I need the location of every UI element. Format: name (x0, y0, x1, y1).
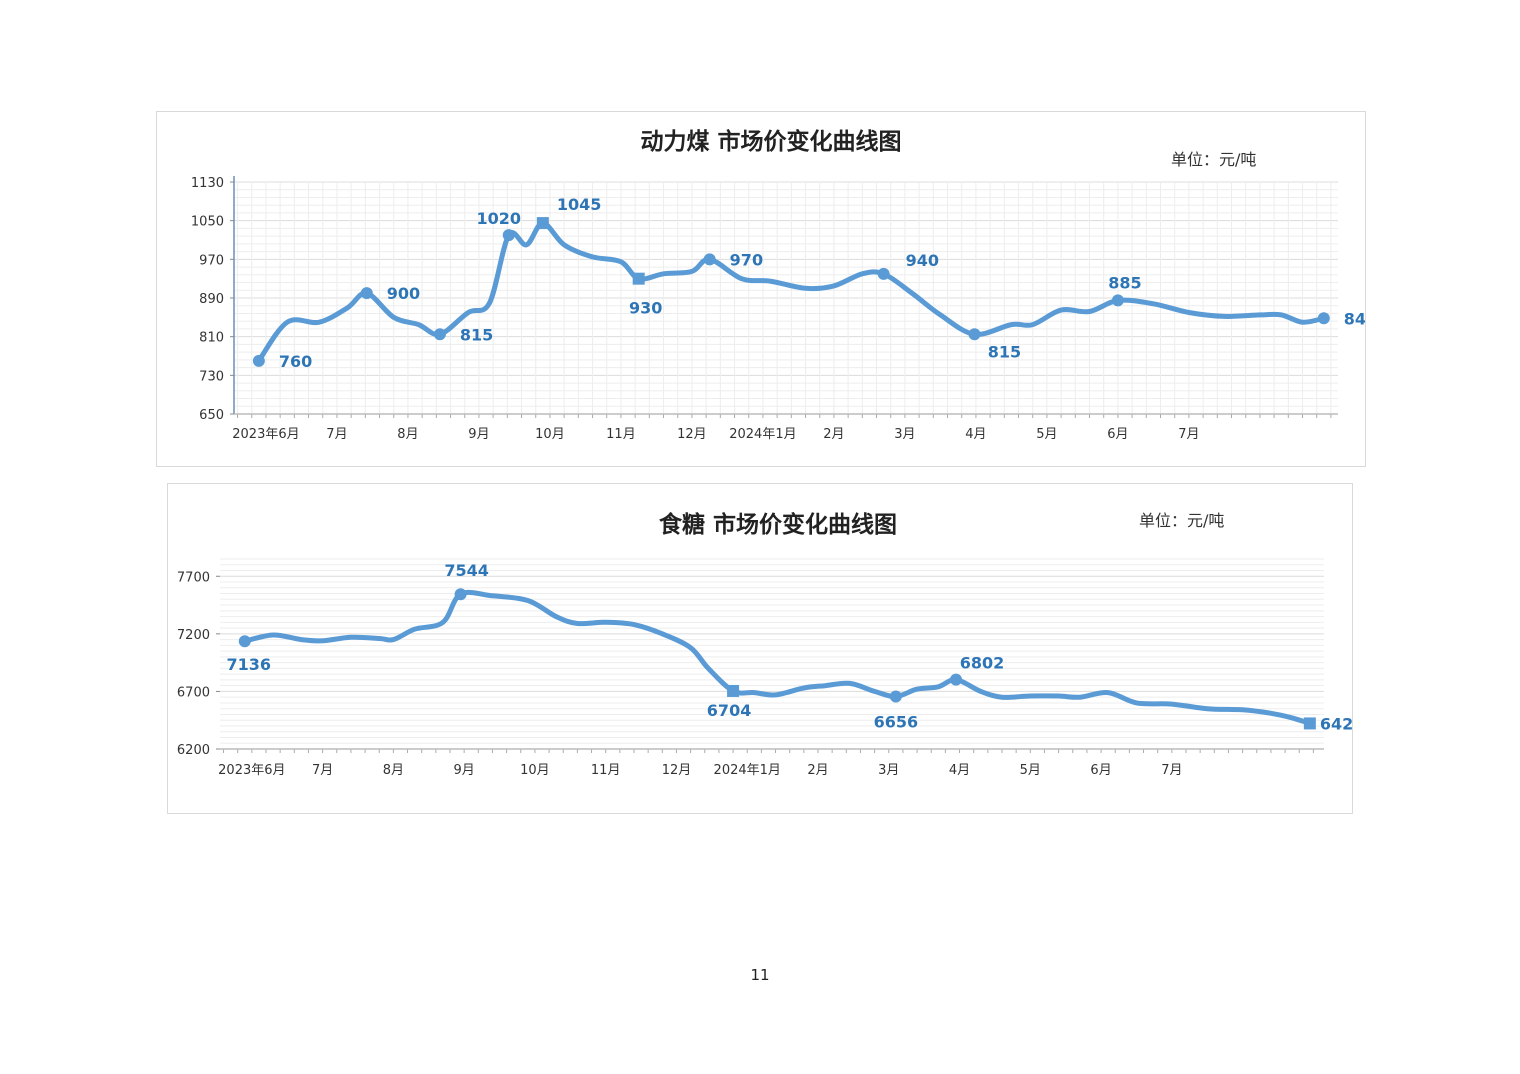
x-tick-label: 3月 (894, 427, 915, 442)
sugar-price-chart: 食糖 市场价变化曲线图 单位：元/吨 6200 6700 7200 7700 2023年… (167, 483, 1353, 814)
y-tick-label: 1130 (191, 176, 224, 191)
data-label: 6656 (874, 712, 919, 731)
x-tick-label: 2月 (823, 427, 844, 442)
x-tick-label: 7月 (326, 427, 347, 442)
x-tick-label: 7月 (312, 763, 333, 778)
x-tick-label: 12月 (662, 763, 692, 778)
data-point-marker (536, 217, 549, 230)
sugar-chart-title: 食糖 市场价变化曲线图 (659, 511, 897, 538)
x-tick-label: 10月 (520, 763, 550, 778)
x-tick-label: 4月 (965, 427, 986, 442)
y-tick-label: 970 (199, 253, 224, 268)
y-tick-label: 6700 (177, 685, 210, 700)
coal-price-chart: 动力煤 市场价变化曲线图 单位：元/吨 650 730 810 890 970 1050 1… (156, 111, 1366, 467)
data-label: 815 (460, 325, 493, 344)
data-point-marker (889, 690, 902, 703)
y-tick-label: 730 (199, 369, 224, 384)
y-tick-label: 1050 (191, 215, 224, 230)
data-label: 6422 (1320, 714, 1352, 733)
x-tick-label: 2月 (807, 763, 828, 778)
data-label: 7136 (227, 655, 272, 674)
data-point-marker (360, 287, 373, 300)
x-tick-label: 10月 (535, 427, 565, 442)
data-point-marker (1317, 312, 1330, 325)
data-point-marker (502, 229, 515, 242)
data-label: 815 (988, 342, 1021, 361)
y-tick-label: 810 (199, 331, 224, 346)
x-tick-label: 5月 (1020, 763, 1041, 778)
x-tick-label: 8月 (383, 763, 404, 778)
page-number: 11 (750, 966, 770, 984)
x-tick-label: 6月 (1090, 763, 1111, 778)
y-tick-label: 7700 (177, 570, 210, 585)
data-label: 885 (1108, 273, 1141, 292)
x-tick-label: 3月 (878, 763, 899, 778)
data-point-marker (632, 272, 645, 285)
data-label: 848 (1344, 309, 1365, 328)
sugar-chart-unit: 单位：元/吨 (1139, 511, 1224, 530)
gridlines (220, 558, 1324, 753)
x-tick-label: 8月 (397, 427, 418, 442)
y-tick-label: 6200 (177, 743, 210, 758)
data-label: 970 (730, 250, 763, 269)
series-line (242, 589, 1313, 726)
data-label: 6802 (960, 654, 1005, 673)
data-point-marker (252, 354, 265, 367)
data-label: 760 (279, 352, 312, 371)
x-tick-label: 2023年6月 (232, 427, 299, 442)
data-label: 930 (629, 299, 662, 318)
data-point-marker (727, 684, 740, 697)
y-tick-label: 890 (199, 292, 224, 307)
data-label: 940 (906, 251, 939, 270)
data-point-marker (877, 267, 890, 280)
y-tick-label: 650 (199, 408, 224, 423)
data-label: 6704 (707, 701, 752, 720)
x-tick-label: 2024年1月 (729, 427, 796, 442)
data-point-marker (454, 588, 467, 601)
gridlines (234, 181, 1338, 418)
sugar-chart-svg: 食糖 市场价变化曲线图 单位：元/吨 6200 6700 7200 7700 2023年… (177, 511, 1352, 778)
coal-chart-unit: 单位：元/吨 (1171, 150, 1256, 169)
data-point-marker (950, 673, 962, 686)
data-point-marker (433, 328, 446, 341)
coal-chart-title: 动力煤 市场价变化曲线图 (640, 128, 901, 155)
data-label: 1045 (557, 195, 602, 214)
x-tick-label: 5月 (1036, 427, 1057, 442)
series-line (256, 220, 1327, 364)
x-tick-label: 4月 (949, 763, 970, 778)
x-tick-label: 11月 (606, 427, 636, 442)
x-tick-label: 7月 (1161, 763, 1182, 778)
data-point-marker (703, 253, 716, 266)
x-tick-label: 11月 (591, 763, 621, 778)
x-tick-label: 9月 (454, 763, 475, 778)
data-label: 1020 (476, 209, 521, 228)
x-tick-label: 9月 (468, 427, 489, 442)
data-point-marker (968, 328, 981, 341)
data-point-marker (1303, 717, 1316, 730)
x-tick-label: 7月 (1178, 427, 1199, 442)
x-tick-label: 2024年1月 (714, 763, 781, 778)
y-tick-label: 7200 (177, 628, 210, 643)
data-label: 900 (387, 284, 420, 303)
x-tick-label: 6月 (1107, 427, 1128, 442)
data-point-marker (1111, 294, 1124, 307)
x-tick-label: 12月 (677, 427, 707, 442)
coal-chart-svg: 动力煤 市场价变化曲线图 单位：元/吨 650 730 810 890 970 1050 1… (191, 128, 1365, 442)
data-point-marker (238, 635, 251, 648)
data-label: 7544 (444, 561, 489, 580)
x-tick-label: 2023年6月 (218, 763, 285, 778)
